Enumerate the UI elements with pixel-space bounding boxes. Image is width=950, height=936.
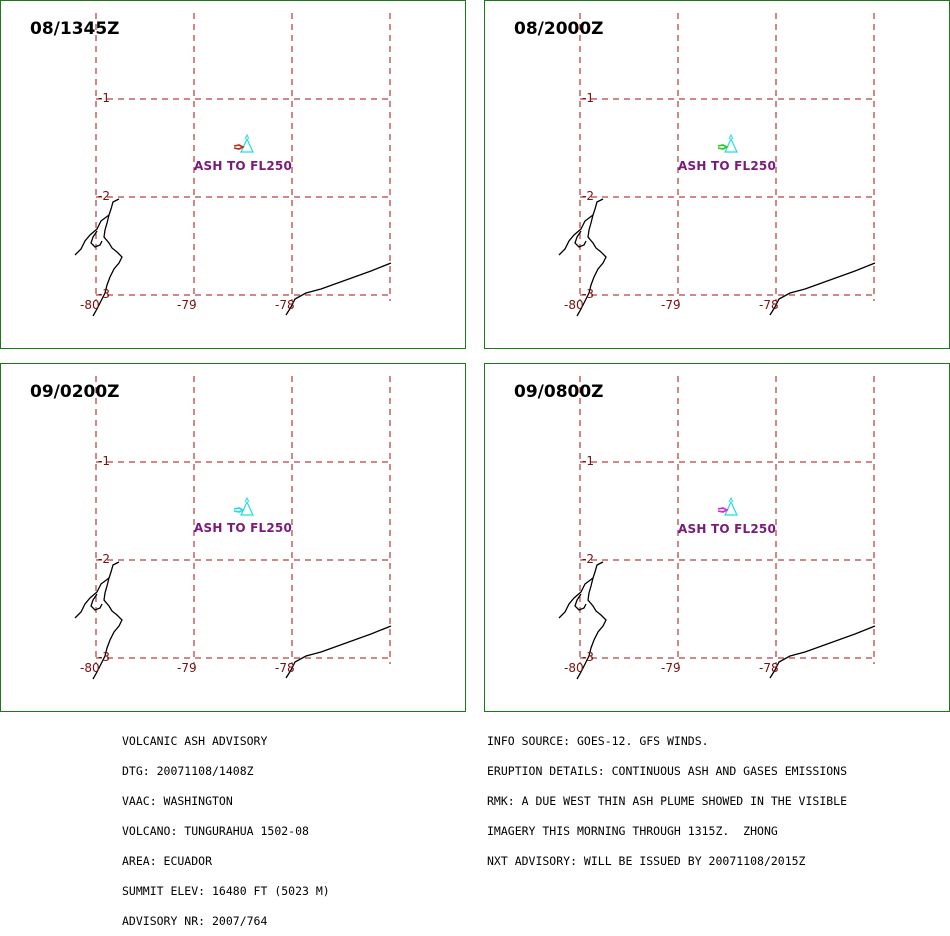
lat-label-2-a: -1 bbox=[582, 91, 594, 105]
lon-label-1-a: -80 bbox=[80, 298, 100, 312]
advisory-line: VAAC: WASHINGTON bbox=[122, 794, 233, 808]
coastline bbox=[74, 577, 110, 619]
coastline bbox=[574, 230, 587, 248]
advisory-line: DTG: 20071108/1408Z bbox=[122, 764, 254, 778]
lon-label-2-c: -78 bbox=[759, 298, 779, 312]
ash-plume bbox=[233, 507, 245, 513]
coastline bbox=[558, 214, 594, 256]
volcano-icon bbox=[728, 496, 734, 503]
coastline bbox=[769, 262, 876, 316]
coastline bbox=[574, 593, 587, 611]
lat-label-3-a: -1 bbox=[98, 454, 110, 468]
map-svg-4 bbox=[558, 376, 876, 680]
advisory-line: ADVISORY NR: 2007/764 bbox=[122, 914, 268, 928]
lat-label-4-c: -3 bbox=[582, 650, 594, 664]
advisory-line: VOLCANIC ASH ADVISORY bbox=[122, 734, 268, 748]
map-panel-2: 08/2000Z ASH TO FL250 -1 -2 -3 -80 -79 -… bbox=[484, 0, 950, 349]
advisory-line: IMAGERY THIS MORNING THROUGH 1315Z. ZHON… bbox=[487, 824, 778, 838]
lat-label-2-c: -3 bbox=[582, 287, 594, 301]
coastline bbox=[90, 593, 103, 611]
advisory-line: VOLCANO: TUNGURAHUA 1502-08 bbox=[122, 824, 309, 838]
panel-time-4: 09/0800Z bbox=[514, 382, 604, 402]
map-svg-3 bbox=[74, 376, 392, 680]
ash-label-4: ASH TO FL250 bbox=[678, 522, 777, 536]
ash-label-3: ASH TO FL250 bbox=[194, 521, 293, 535]
ash-plume bbox=[717, 507, 729, 513]
coastline bbox=[769, 625, 876, 679]
lon-label-4-a: -80 bbox=[564, 661, 584, 675]
lat-label-2-b: -2 bbox=[582, 189, 594, 203]
lat-label-1-b: -2 bbox=[98, 189, 110, 203]
lat-label-4-a: -1 bbox=[582, 454, 594, 468]
map-panel-3: 09/0200Z ASH TO FL250 -1 -2 -3 -80 -79 -… bbox=[0, 363, 466, 712]
advisory-line: SUMMIT ELEV: 16480 FT (5023 M) bbox=[122, 884, 330, 898]
lat-label-3-c: -3 bbox=[98, 650, 110, 664]
lat-label-3-b: -2 bbox=[98, 552, 110, 566]
coastline bbox=[285, 262, 392, 316]
ash-plume bbox=[233, 144, 245, 150]
lon-label-1-b: -79 bbox=[177, 298, 197, 312]
lon-label-2-a: -80 bbox=[564, 298, 584, 312]
volcano-icon bbox=[724, 500, 738, 516]
volcano-icon bbox=[728, 133, 734, 140]
coastline bbox=[285, 625, 392, 679]
ash-label-2: ASH TO FL250 bbox=[678, 159, 777, 173]
volcano-icon bbox=[724, 137, 738, 153]
volcano-icon bbox=[240, 137, 254, 153]
map-panel-1: 08/1345Z ASH TO FL250 -1 -2 -3 -80 -79 -… bbox=[0, 0, 466, 349]
map-svg-1 bbox=[74, 13, 392, 317]
volcano-icon bbox=[244, 133, 250, 140]
coastline bbox=[74, 214, 110, 256]
map-svg-2 bbox=[558, 13, 876, 317]
ash-label-1: ASH TO FL250 bbox=[194, 159, 293, 173]
advisory-line: ERUPTION DETAILS: CONTINUOUS ASH AND GAS… bbox=[487, 764, 848, 778]
ash-plume bbox=[717, 144, 729, 150]
lon-label-3-c: -78 bbox=[275, 661, 295, 675]
lat-label-1-c: -3 bbox=[98, 287, 110, 301]
coastline bbox=[558, 577, 594, 619]
advisory-left: VOLCANIC ASH ADVISORY DTG: 20071108/1408… bbox=[122, 716, 330, 936]
lon-label-2-b: -79 bbox=[661, 298, 681, 312]
panel-time-3: 09/0200Z bbox=[30, 382, 120, 402]
advisory-line: INFO SOURCE: GOES-12. GFS WINDS. bbox=[487, 734, 709, 748]
volcano-icon bbox=[244, 496, 250, 503]
advisory-line: AREA: ECUADOR bbox=[122, 854, 213, 868]
panel-time-2: 08/2000Z bbox=[514, 19, 604, 39]
map-panel-4: 09/0800Z ASH TO FL250 -1 -2 -3 -80 -79 -… bbox=[484, 363, 950, 712]
advisory-line: RMK: A DUE WEST THIN ASH PLUME SHOWED IN… bbox=[487, 794, 848, 808]
lat-label-1-a: -1 bbox=[98, 91, 110, 105]
lon-label-4-c: -78 bbox=[759, 661, 779, 675]
lon-label-1-c: -78 bbox=[275, 298, 295, 312]
lat-label-4-b: -2 bbox=[582, 552, 594, 566]
advisory-right: INFO SOURCE: GOES-12. GFS WINDS. ERUPTIO… bbox=[487, 716, 847, 876]
lon-label-3-b: -79 bbox=[177, 661, 197, 675]
volcano-icon bbox=[240, 500, 254, 516]
lon-label-3-a: -80 bbox=[80, 661, 100, 675]
panel-time-1: 08/1345Z bbox=[30, 19, 120, 39]
advisory-line: NXT ADVISORY: WILL BE ISSUED BY 20071108… bbox=[487, 854, 806, 868]
lon-label-4-b: -79 bbox=[661, 661, 681, 675]
coastline bbox=[90, 230, 103, 248]
